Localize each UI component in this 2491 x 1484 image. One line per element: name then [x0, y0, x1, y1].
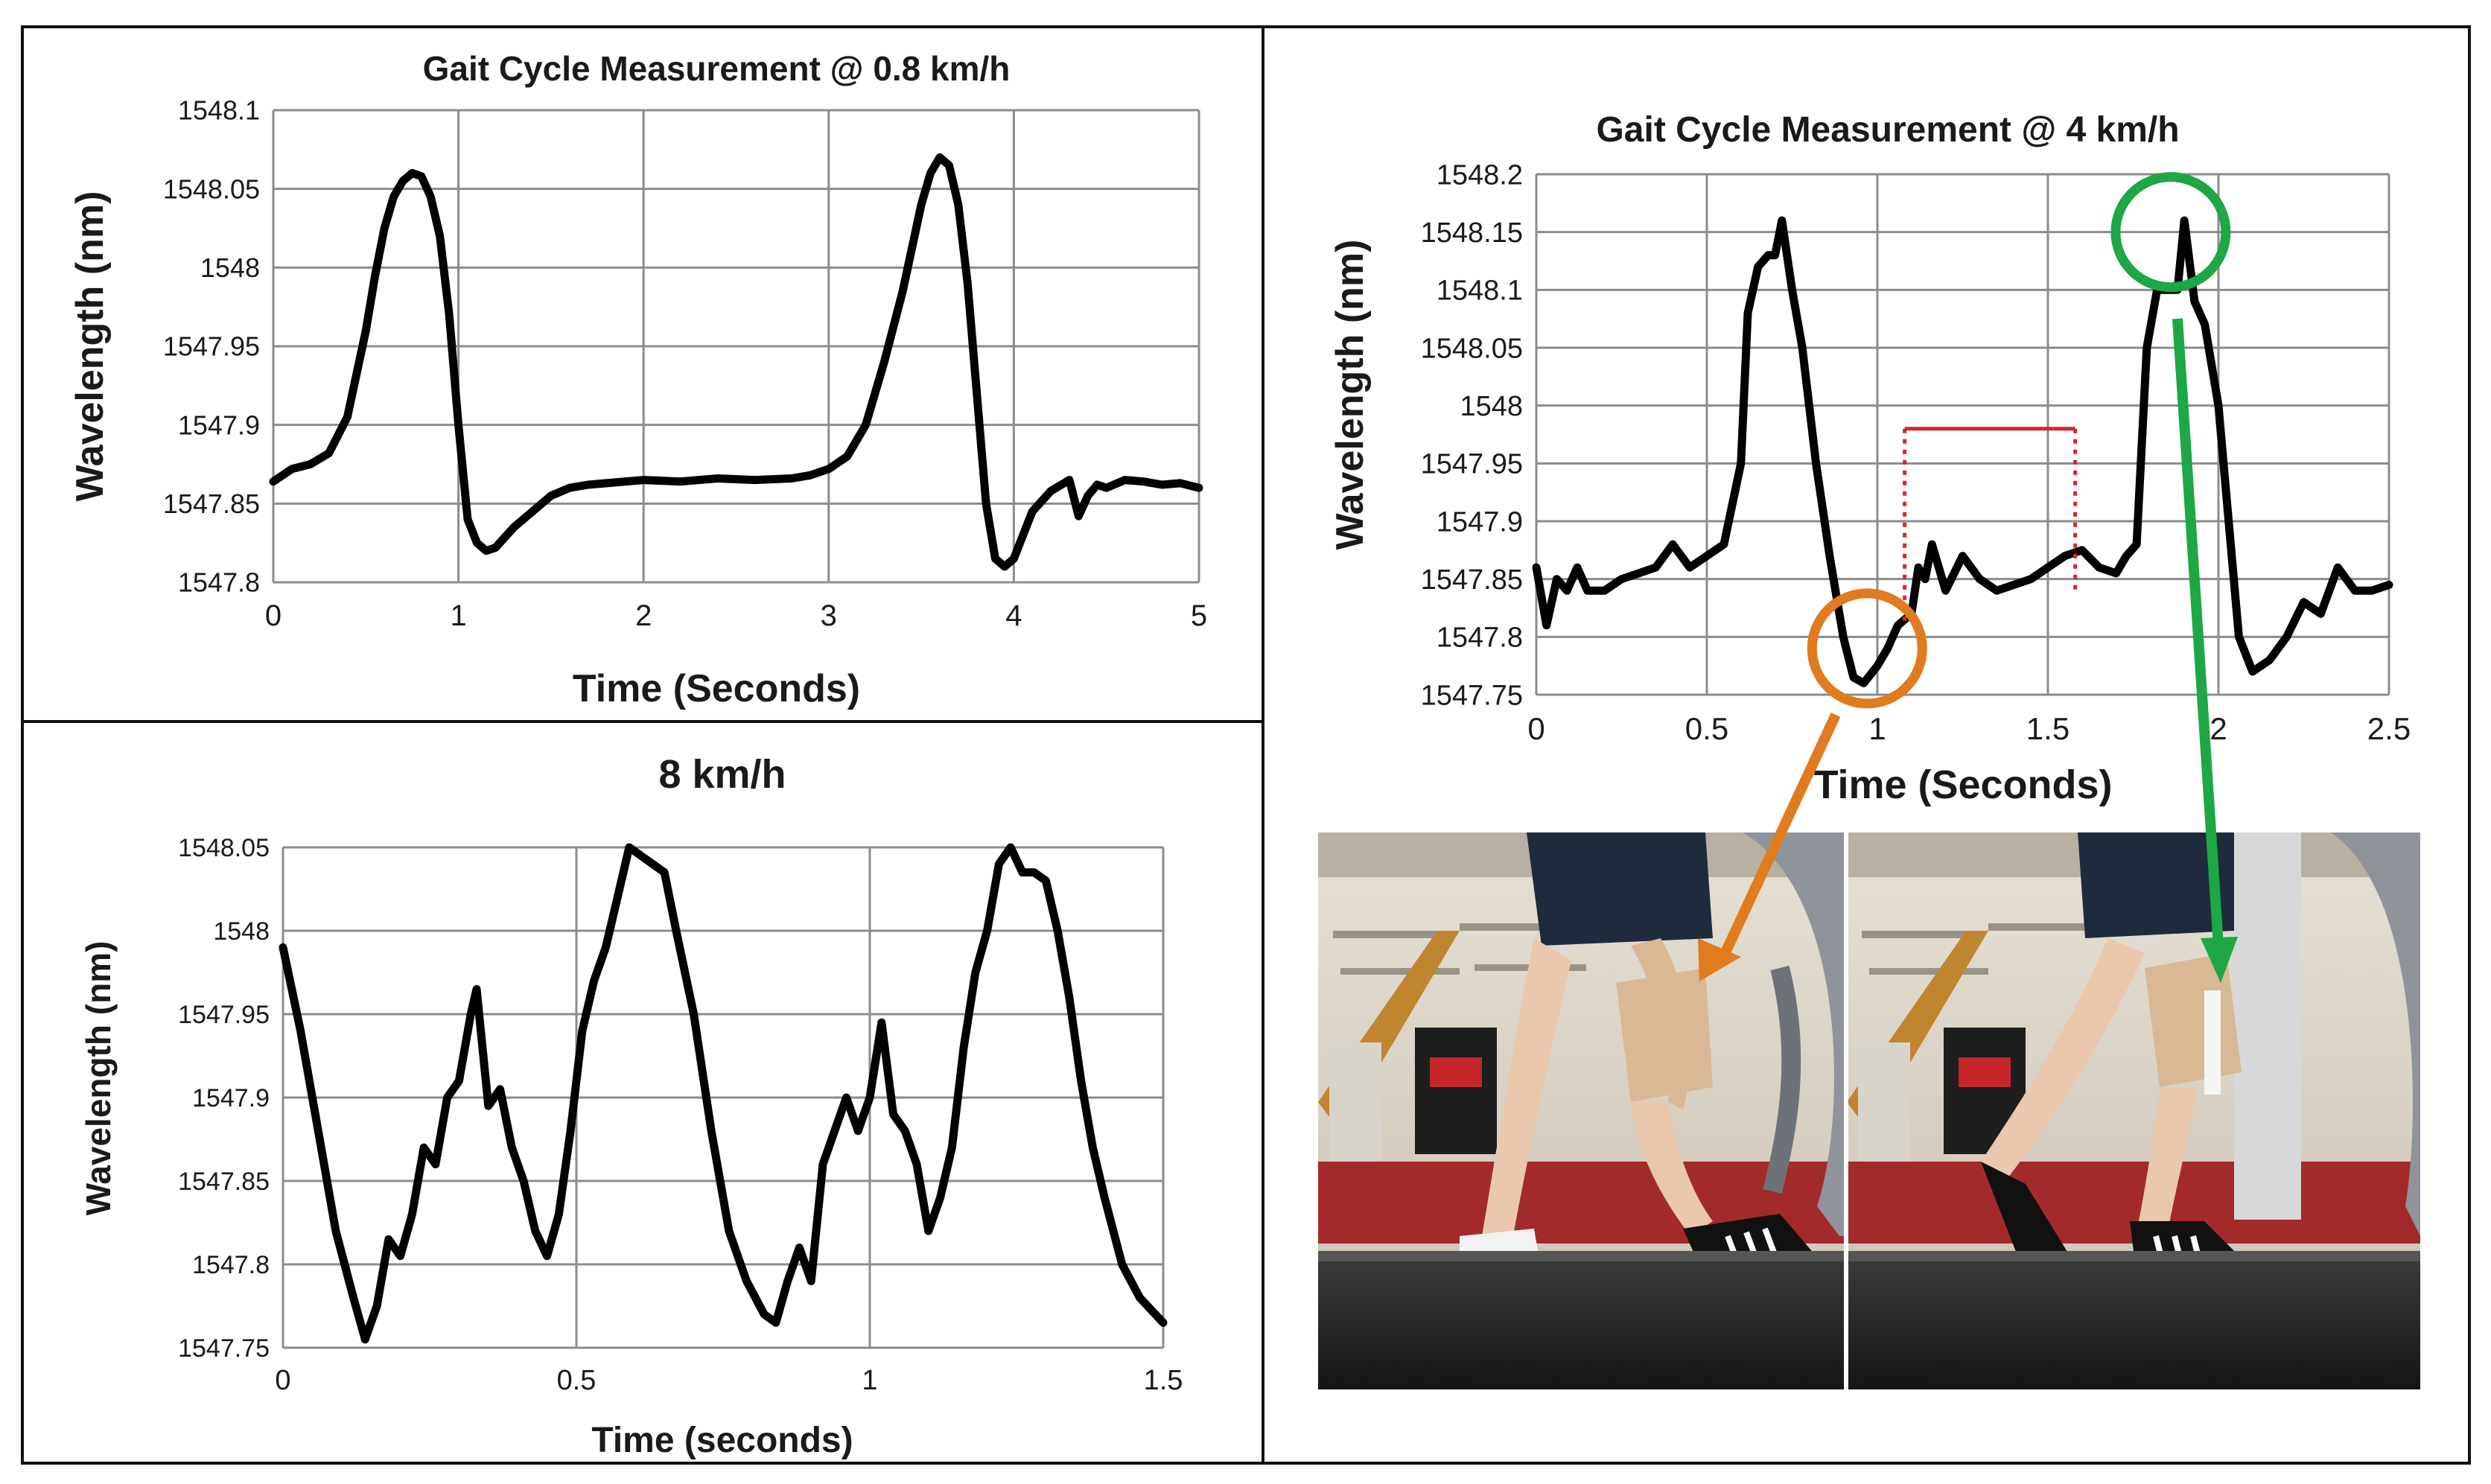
chart3-y-tick-label: 1548.05	[1421, 333, 1523, 364]
chart1-x-tick-label: 4	[1005, 599, 1022, 632]
chart3-y-tick-label: 1547.85	[1421, 564, 1523, 596]
chart3-y-tick-label: 1547.8	[1437, 622, 1523, 654]
chart1-series-line	[269, 153, 1203, 571]
chart2-y-tick-label: 1547.75	[178, 1334, 270, 1363]
chart2-x-ticks: 0 0.5 1 1.5	[275, 1365, 1183, 1396]
chart3-x-tick-label: 0	[1527, 711, 1544, 746]
chart3-y-tick-label: 1548.15	[1421, 217, 1523, 249]
chart-8kmh: 8 km/h 1547.75 1547.8 1547.85 1547.9 1547.95…	[79, 752, 1183, 1460]
chart2-y-tick-label: 1547.95	[178, 1001, 270, 1029]
chart3-y-axis-label: Wavelength (nm)	[1329, 240, 1372, 550]
chart1-y-ticks: 1547.8 1547.85 1547.9 1547.95 1548 1548.05 154…	[163, 95, 260, 598]
chart3-y-tick-label: 1548	[1460, 391, 1523, 422]
chart3-red-bracket	[1903, 427, 2078, 625]
chart2-series-line	[279, 843, 1168, 1344]
chart2-y-tick-label: 1547.9	[192, 1084, 270, 1112]
chart2-y-tick-label: 1548	[213, 917, 270, 946]
chart3-y-tick-label: 1548.2	[1437, 159, 1523, 191]
chart3-x-ticks: 0 0.5 1 1.5 2 2.5	[1527, 711, 2411, 746]
chart2-x-tick-label: 1	[862, 1365, 877, 1396]
orange-arrowhead-icon	[1698, 938, 1741, 981]
chart1-y-tick-label: 1548.1	[178, 95, 260, 126]
panel-frames	[21, 25, 2471, 1465]
orange-arrow-line	[1717, 713, 1841, 963]
chart-gait-4kmh: Gait Cycle Measurement @ 4 km/h 1547.751…	[1329, 110, 2411, 807]
chart3-x-axis-label: Time (Seconds)	[1813, 762, 2112, 807]
chart2-y-ticks: 1547.75 1547.8 1547.85 1547.9 1547.95 1548 154…	[178, 834, 270, 1363]
chart3-series-line	[1532, 216, 2393, 687]
chart3-x-tick-label: 0.5	[1685, 711, 1728, 746]
chart1-title: Gait Cycle Measurement @ 0.8 km/h	[423, 49, 1011, 88]
chart1-gridlines	[272, 109, 1200, 584]
chart2-x-axis-label: Time (seconds)	[591, 1421, 853, 1460]
chart1-x-tick-label: 5	[1191, 599, 1207, 632]
chart1-y-tick-label: 1547.8	[178, 567, 260, 598]
green-arrow-line	[2172, 318, 2224, 946]
chart1-y-tick-label: 1547.95	[163, 331, 260, 362]
chart3-y-ticks: 1547.75 1547.8 1547.85 1547.9 1547.95 1548 154…	[1421, 159, 1523, 711]
chart3-y-tick-label: 1547.95	[1421, 449, 1523, 480]
green-arrowhead-icon	[2201, 937, 2238, 983]
chart2-x-tick-label: 1.5	[1144, 1365, 1183, 1396]
chart2-y-tick-label: 1547.85	[178, 1168, 270, 1196]
chart3-gridlines	[1535, 173, 2390, 696]
photo-left	[1318, 832, 1845, 1389]
chart3-x-tick-label: 1.5	[2026, 711, 2070, 746]
chart1-x-tick-label: 2	[635, 599, 652, 632]
chart1-y-axis-label: Wavelength (nm)	[69, 191, 112, 502]
chart1-x-tick-label: 1	[450, 599, 466, 632]
chart1-y-tick-label: 1548	[200, 252, 260, 283]
photo-right	[1847, 832, 2420, 1389]
chart1-x-tick-label: 0	[265, 599, 281, 632]
chart2-gridlines	[281, 846, 1165, 1349]
orange-annotation	[1698, 588, 1927, 981]
chart3-x-tick-label: 2.5	[2367, 711, 2411, 746]
chart3-y-tick-label: 1547.9	[1437, 506, 1523, 538]
chart1-x-tick-label: 3	[821, 599, 837, 632]
chart2-y-tick-label: 1548.05	[178, 834, 270, 862]
chart3-y-tick-label: 1548.1	[1437, 276, 1523, 307]
chart3-x-tick-label: 1	[1868, 711, 1886, 746]
chart2-x-tick-label: 0	[275, 1365, 290, 1396]
chart1-y-tick-label: 1547.85	[163, 488, 260, 519]
chart2-y-tick-label: 1547.8	[192, 1251, 270, 1279]
chart1-y-tick-label: 1548.05	[163, 173, 260, 204]
green-annotation	[2110, 172, 2238, 983]
chart3-x-tick-label: 2	[2210, 711, 2227, 746]
chart2-y-axis-label: Wavelength (nm)	[79, 941, 118, 1216]
chart1-x-ticks: 0 1 2 3 4 5	[265, 599, 1207, 632]
chart3-y-tick-label: 1547.75	[1421, 680, 1523, 711]
chart2-title: 8 km/h	[658, 752, 786, 797]
chart3-title: Gait Cycle Measurement @ 4 km/h	[1596, 110, 2179, 150]
chart2-x-tick-label: 0.5	[557, 1365, 596, 1396]
chart-gait-0-8kmh: Gait Cycle Measurement @ 0.8 km/h 1547.8…	[69, 49, 1207, 710]
chart1-x-axis-label: Time (Seconds)	[573, 667, 860, 710]
chart1-y-tick-label: 1547.9	[178, 410, 260, 440]
